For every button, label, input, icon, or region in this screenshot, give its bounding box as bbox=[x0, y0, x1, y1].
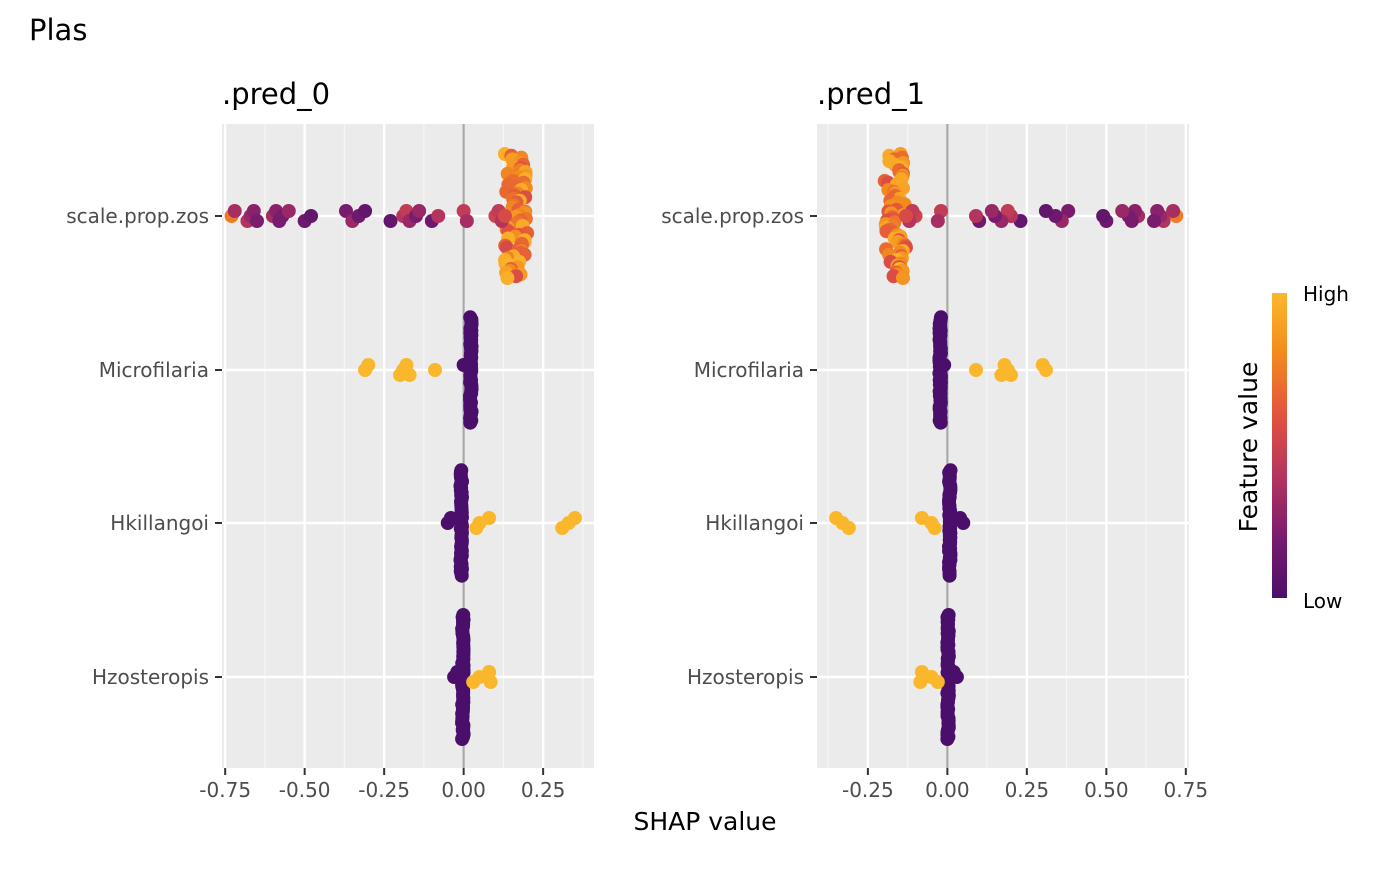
shap-point bbox=[1147, 214, 1162, 228]
shap-point bbox=[482, 511, 497, 525]
facet-title: .pred_1 bbox=[817, 77, 925, 111]
shap-point bbox=[933, 415, 948, 430]
y-tick-label: Hzosteropis bbox=[687, 665, 804, 689]
shap-point bbox=[454, 568, 469, 583]
legend-low-label: Low bbox=[1303, 589, 1342, 613]
x-tick-label: -0.25 bbox=[358, 778, 410, 802]
panel-background bbox=[817, 124, 1189, 768]
shap-point bbox=[914, 511, 929, 525]
shap-point bbox=[456, 358, 471, 372]
shap-point bbox=[946, 665, 961, 679]
shap-point bbox=[412, 204, 427, 218]
shap-point bbox=[1096, 209, 1111, 223]
shap-point bbox=[459, 214, 474, 228]
x-tick-label: -0.25 bbox=[842, 778, 894, 802]
x-axis-title: SHAP value bbox=[633, 807, 776, 836]
y-tick-label: Hkillangoi bbox=[110, 511, 209, 535]
shap-point bbox=[463, 415, 478, 430]
shap-point bbox=[402, 368, 417, 382]
shap-point bbox=[428, 363, 443, 377]
legend: Feature value High Low bbox=[1234, 282, 1349, 613]
legend-colorbar bbox=[1272, 293, 1287, 598]
x-tick-label: 0.75 bbox=[1164, 778, 1209, 802]
x-tick-label: 0.25 bbox=[521, 778, 566, 802]
shap-point bbox=[483, 675, 498, 689]
shap-point bbox=[361, 358, 376, 372]
y-tick-label: scale.prop.zos bbox=[661, 204, 804, 228]
x-tick-label: 0.00 bbox=[441, 778, 486, 802]
y-tick-label: Microfilaria bbox=[99, 358, 209, 382]
x-tick-label: 0.50 bbox=[1084, 778, 1129, 802]
shap-point bbox=[455, 732, 470, 746]
shap-point bbox=[968, 363, 983, 377]
shap-point bbox=[1061, 204, 1076, 218]
x-tick-label: -0.50 bbox=[279, 778, 331, 802]
x-tick-label: 0.00 bbox=[925, 778, 970, 802]
shap-point bbox=[968, 209, 983, 223]
shap-point bbox=[984, 204, 999, 218]
shap-point bbox=[431, 209, 446, 223]
y-tick-label: Microfilaria bbox=[694, 358, 804, 382]
figure-title: Plas bbox=[29, 13, 87, 47]
legend-high-label: High bbox=[1303, 282, 1349, 306]
shap-point bbox=[994, 368, 1009, 382]
shap-point bbox=[497, 209, 512, 223]
shap-point bbox=[304, 209, 319, 223]
shap-point bbox=[281, 204, 296, 218]
legend-title: Feature value bbox=[1234, 362, 1263, 533]
shap-point bbox=[1035, 358, 1050, 372]
shap-point bbox=[339, 204, 353, 218]
shap-point bbox=[1000, 204, 1015, 218]
shap-point bbox=[358, 204, 373, 218]
shap-point bbox=[227, 204, 242, 218]
shap-point bbox=[1115, 204, 1130, 218]
y-tick-label: scale.prop.zos bbox=[66, 204, 209, 228]
shap-point bbox=[1038, 204, 1053, 218]
x-tick-label: -0.75 bbox=[199, 778, 251, 802]
shap-point bbox=[567, 511, 582, 525]
panel-pred-1: .pred_1 scale.prop.zos Microfilaria Hkillan… bbox=[661, 77, 1208, 802]
shap-point bbox=[1166, 204, 1181, 218]
shap-point bbox=[383, 214, 398, 228]
x-tick-label: 0.25 bbox=[1005, 778, 1050, 802]
shap-point bbox=[899, 209, 914, 223]
shap-point bbox=[930, 214, 945, 228]
shap-point bbox=[500, 271, 515, 285]
shap-point bbox=[942, 568, 957, 583]
shap-point bbox=[953, 511, 968, 525]
y-tick-label: Hzosteropis bbox=[92, 665, 209, 689]
shap-point bbox=[249, 214, 264, 228]
shap-point bbox=[829, 511, 844, 525]
shap-point bbox=[450, 665, 465, 679]
shap-point bbox=[937, 358, 952, 372]
shap-point bbox=[895, 271, 910, 285]
shap-point bbox=[913, 675, 928, 689]
facet-title: .pred_0 bbox=[222, 77, 330, 111]
y-tick-label: Hkillangoi bbox=[705, 511, 804, 535]
panel-pred-0: .pred_0 scale.prop.zos Microfilaria Hkillan… bbox=[66, 77, 594, 802]
shap-point bbox=[443, 511, 458, 525]
shap-point bbox=[940, 732, 955, 746]
